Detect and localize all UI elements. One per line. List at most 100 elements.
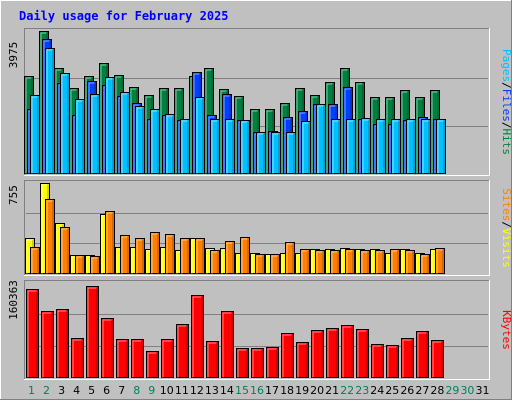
- day-label-9: 9: [148, 384, 155, 397]
- panel-hits-files-pages-max-label: 3975: [7, 42, 20, 69]
- bar-kbytes-day-24: [371, 344, 384, 378]
- day-label-30: 30: [460, 384, 474, 397]
- bar-pages-day-24: [376, 119, 386, 174]
- day-label-4: 4: [73, 384, 80, 397]
- bar-kbytes-day-23: [356, 329, 369, 378]
- bar-kbytes-day-17: [266, 347, 279, 378]
- bar-sites-day-25: [390, 249, 400, 274]
- bar-pages-day-17: [271, 132, 281, 174]
- bar-sites-day-4: [75, 255, 85, 274]
- panel-kbytes-legend: KBytes: [500, 310, 512, 350]
- day-label-22: 22: [340, 384, 354, 397]
- bar-pages-day-19: [301, 121, 311, 174]
- panel-visits-sites-legend: Sites/Visits: [500, 188, 512, 268]
- bar-pages-day-28: [436, 119, 446, 174]
- day-label-13: 13: [205, 384, 219, 397]
- bar-kbytes-day-28: [431, 340, 444, 378]
- bar-kbytes-day-8: [131, 339, 144, 378]
- bar-kbytes-day-1: [26, 289, 39, 378]
- legend-entry: Visits: [500, 228, 512, 268]
- bar-sites-day-6: [105, 211, 115, 274]
- bar-sites-day-10: [165, 234, 175, 274]
- bar-pages-day-3: [60, 73, 70, 174]
- bar-kbytes-day-18: [281, 333, 294, 378]
- chart-title: Daily usage for February 2025: [19, 9, 229, 23]
- day-label-18: 18: [280, 384, 294, 397]
- bar-kbytes-day-14: [221, 311, 234, 378]
- day-label-10: 10: [160, 384, 174, 397]
- day-label-16: 16: [250, 384, 264, 397]
- legend-entry: Pages: [500, 49, 512, 82]
- legend-entry: Files: [500, 89, 512, 122]
- bar-kbytes-day-12: [191, 295, 204, 378]
- bar-pages-day-15: [240, 120, 250, 174]
- bar-sites-day-1: [30, 247, 40, 274]
- bar-pages-day-26: [406, 119, 416, 174]
- day-label-12: 12: [190, 384, 204, 397]
- bar-pages-day-13: [210, 119, 220, 174]
- bar-sites-day-16: [255, 254, 265, 274]
- bar-kbytes-day-15: [236, 348, 249, 378]
- panel-visits-sites: 755 Sites/Visits: [7, 180, 512, 276]
- day-label-31: 31: [475, 384, 489, 397]
- bar-kbytes-day-6: [101, 318, 114, 378]
- bar-sites-day-27: [420, 254, 430, 274]
- series-sites: [30, 199, 445, 274]
- bar-sites-day-24: [375, 250, 385, 274]
- bar-kbytes-day-26: [401, 338, 414, 378]
- legend-entry: Hits: [500, 129, 512, 156]
- bar-kbytes-day-27: [416, 331, 429, 378]
- bar-pages-day-8: [135, 106, 145, 174]
- bar-sites-day-11: [180, 238, 190, 274]
- day-label-3: 3: [58, 384, 65, 397]
- day-label-23: 23: [355, 384, 369, 397]
- bar-sites-day-23: [360, 250, 370, 274]
- bar-kbytes-day-16: [251, 348, 264, 378]
- day-label-8: 8: [133, 384, 140, 397]
- bar-pages-day-9: [150, 109, 160, 174]
- bar-pages-day-12: [195, 97, 205, 174]
- day-label-21: 21: [325, 384, 339, 397]
- day-label-2: 2: [43, 384, 50, 397]
- bar-kbytes-day-25: [386, 345, 399, 378]
- bar-pages-day-20: [316, 104, 326, 174]
- bar-sites-day-5: [90, 256, 100, 274]
- day-label-25: 25: [385, 384, 399, 397]
- bar-pages-day-2: [45, 48, 55, 174]
- bar-pages-day-27: [421, 119, 431, 174]
- series-pages: [30, 48, 446, 174]
- bar-sites-day-13: [210, 250, 220, 274]
- bar-pages-day-18: [286, 132, 296, 174]
- bar-sites-day-28: [435, 248, 445, 274]
- legend-entry: /: [500, 82, 512, 89]
- bar-sites-day-9: [150, 232, 160, 274]
- legend-entry: KBytes: [500, 310, 512, 350]
- bar-pages-day-6: [105, 77, 115, 174]
- bar-sites-day-3: [60, 227, 70, 274]
- bar-pages-day-1: [30, 95, 40, 174]
- bar-kbytes-day-4: [71, 338, 84, 378]
- day-label-6: 6: [103, 384, 110, 397]
- bar-sites-day-22: [345, 249, 355, 274]
- bar-kbytes-day-13: [206, 341, 219, 378]
- day-label-24: 24: [370, 384, 384, 397]
- bar-sites-day-18: [285, 242, 295, 274]
- legend-entry: Sites: [500, 188, 512, 221]
- bar-pages-day-4: [75, 99, 85, 174]
- bar-pages-day-25: [391, 119, 401, 174]
- day-label-27: 27: [415, 384, 429, 397]
- bar-pages-day-23: [361, 118, 371, 174]
- panel-hits-files-pages: 3975 Pages/Files/Hits: [7, 28, 512, 176]
- bar-kbytes-day-22: [341, 325, 354, 378]
- day-label-11: 11: [175, 384, 189, 397]
- bar-pages-day-16: [256, 132, 266, 174]
- panel-kbytes: 160363 KBytes: [7, 280, 512, 380]
- day-label-15: 15: [235, 384, 249, 397]
- day-label-19: 19: [295, 384, 309, 397]
- bar-kbytes-day-19: [296, 342, 309, 378]
- bar-sites-day-15: [240, 237, 250, 274]
- bar-sites-day-19: [300, 249, 310, 274]
- bar-sites-day-12: [195, 238, 205, 274]
